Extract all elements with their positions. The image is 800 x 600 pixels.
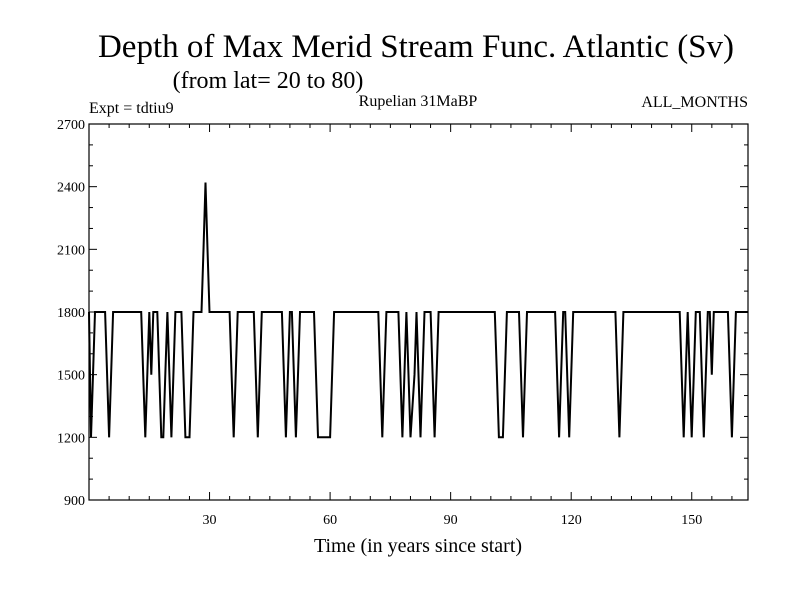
y-tick-label: 2100 (57, 243, 85, 258)
y-tick-label: 1800 (57, 306, 85, 321)
x-axis-label: Time (in years since start) (314, 535, 522, 557)
y-tick-label: 2400 (57, 181, 85, 196)
y-tick-labels: 900 1200 1500 1800 2100 2400 2700 (57, 118, 85, 509)
y-tick-label: 1500 (57, 369, 85, 384)
x-tick-labels: 30 60 90 120 150 (203, 513, 703, 528)
chart-title: Depth of Max Merid Stream Func. Atlantic… (98, 29, 734, 65)
axis-ticks (89, 124, 748, 500)
series-line-depth (88, 182, 748, 439)
y-tick-label: 2700 (57, 118, 85, 133)
annotation-left: Expt = tdtiu9 (89, 100, 174, 117)
annotation-right: ALL_MONTHS (641, 94, 748, 111)
x-tick-label: 30 (203, 513, 217, 528)
x-tick-label: 90 (444, 513, 458, 528)
x-tick-label: 120 (561, 513, 582, 528)
annotation-center: Rupelian 31MaBP (359, 93, 478, 110)
chart-subtitle: (from lat= 20 to 80) (173, 68, 364, 94)
y-tick-label: 900 (64, 494, 85, 509)
x-tick-label: 150 (681, 513, 702, 528)
x-tick-label: 60 (323, 513, 337, 528)
y-tick-label: 1200 (57, 431, 85, 446)
